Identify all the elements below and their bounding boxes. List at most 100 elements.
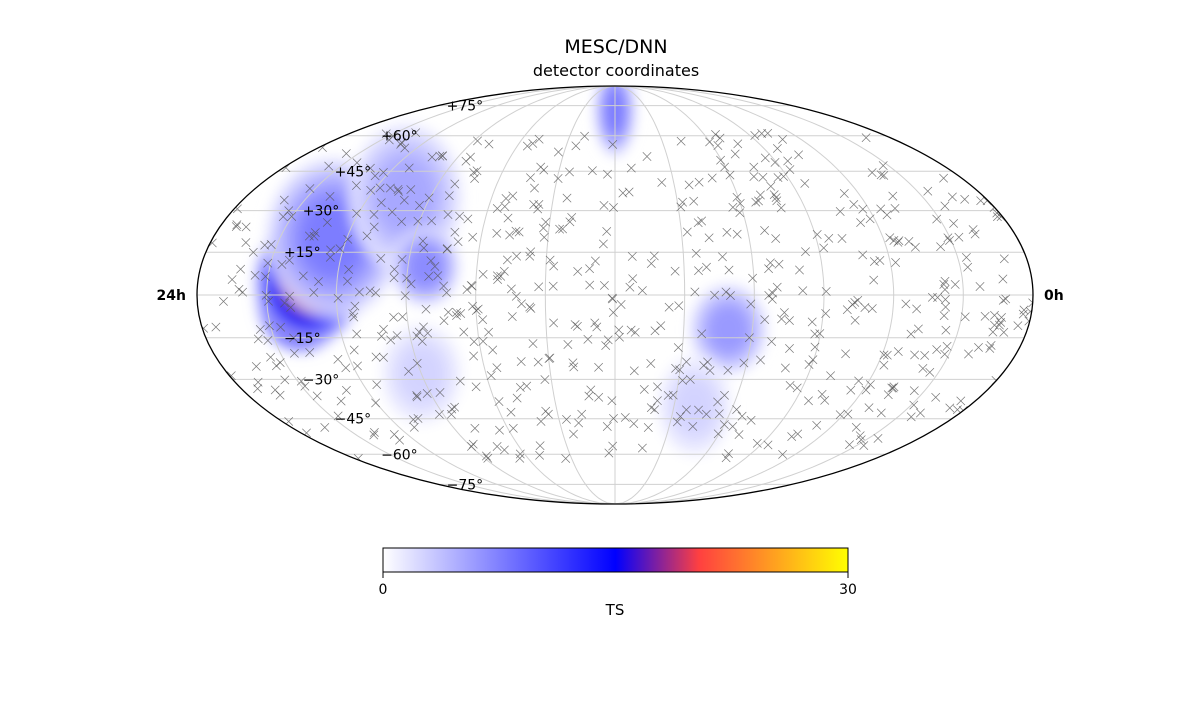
event-marker [397,217,407,227]
event-marker [879,360,889,370]
event-marker [939,311,949,321]
event-marker [932,345,942,355]
event-marker [1025,307,1033,316]
event-marker [770,157,780,167]
event-marker [366,185,376,195]
ra-label-left: 24h [157,288,186,304]
event-marker [760,153,770,163]
event-marker [804,396,813,406]
event-marker [371,288,381,298]
event-marker [859,441,869,451]
event-marker [888,383,898,393]
dec-label--60: −60° [381,447,418,463]
event-marker [795,265,804,275]
event-marker [773,173,783,183]
event-marker [746,415,756,425]
event-marker [755,190,765,200]
event-marker [426,256,436,266]
event-marker [320,422,330,432]
event-marker [369,210,379,219]
dec-label-45: +45° [335,164,372,180]
event-marker [568,358,578,368]
event-marker [389,312,399,322]
event-marker [341,363,351,373]
event-marker [931,392,941,402]
event-marker [990,320,999,330]
colorbar: 0 30 TS [379,547,857,619]
event-marker [721,287,731,297]
event-marker [442,288,452,298]
event-marker [414,327,424,337]
event-marker [901,299,911,309]
event-marker [419,243,429,253]
event-marker [555,224,565,234]
event-marker [910,242,920,252]
event-marker [792,383,802,393]
event-marker [657,177,667,187]
event-marker [285,291,295,301]
event-marker [821,286,831,296]
event-marker [642,152,652,161]
event-marker [446,409,456,419]
dec-label-15: +15° [284,245,321,261]
event-marker [468,301,478,311]
event-marker [211,322,221,332]
event-marker [219,296,228,306]
event-marker [548,281,558,291]
event-marker [264,296,273,306]
event-marker [810,342,820,352]
event-marker [412,392,422,402]
event-marker [413,216,423,226]
event-marker [492,363,502,373]
event-marker [626,325,636,335]
event-marker [264,321,274,331]
event-marker [812,230,822,239]
event-marker [704,233,714,243]
event-marker [371,398,381,408]
event-marker [675,412,685,421]
event-marker [637,443,647,453]
chart-title: MESC/DNN [564,36,668,58]
event-marker [455,211,465,221]
event-marker [975,282,985,291]
dec-label-75: +75° [447,99,484,115]
event-marker [234,284,244,294]
event-marker [251,361,261,371]
event-marker [253,384,263,394]
event-marker [427,216,437,226]
event-marker [553,174,563,183]
event-marker [287,212,297,221]
event-marker [241,238,251,248]
event-marker [734,430,744,440]
event-marker [876,204,886,214]
event-marker [255,325,265,334]
event-marker [570,320,580,330]
event-marker [400,291,410,301]
event-marker [512,393,522,403]
event-marker [418,236,428,246]
event-marker [517,299,526,309]
event-marker [424,193,434,203]
event-marker [697,329,707,339]
event-marker [858,250,868,260]
event-marker [336,396,346,406]
event-marker [544,354,554,363]
event-marker [608,294,618,304]
event-marker [534,282,544,292]
event-marker [450,402,460,412]
event-marker [798,286,808,296]
event-marker [714,409,724,419]
event-marker [398,312,407,322]
event-marker [724,265,734,275]
event-marker [411,128,421,138]
event-marker [748,273,758,283]
event-marker [508,191,518,201]
event-marker [676,136,686,146]
event-marker [737,411,747,421]
event-marker [443,210,453,220]
event-marker [501,194,511,203]
event-marker [492,204,502,213]
event-marker [925,367,935,377]
event-marker [423,328,433,338]
event-marker [421,304,431,314]
